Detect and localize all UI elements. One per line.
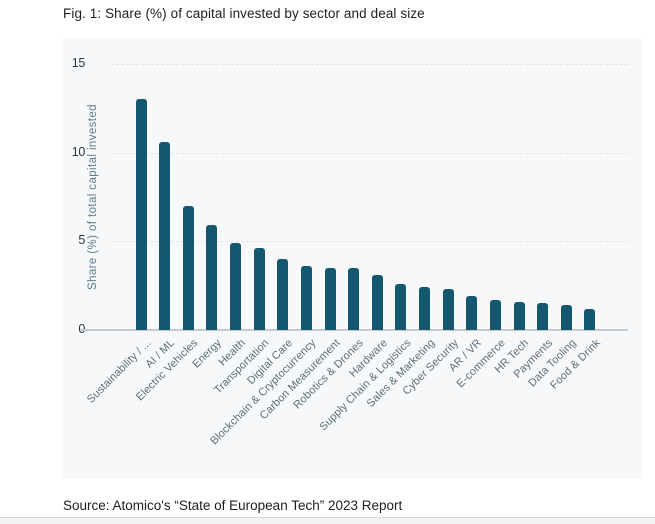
horizontal-scrollbar[interactable]	[0, 517, 655, 524]
bar-sustainability[interactable]	[135, 99, 147, 330]
gridline-10	[111, 152, 628, 154]
bar-cyber-security[interactable]	[442, 289, 454, 330]
figure-title: Fig. 1: Share (%) of capital invested by…	[63, 6, 425, 21]
plot-area: 051015Sustainability / ...AI / MLElectri…	[63, 38, 642, 479]
bar-carbon-measurement[interactable]	[324, 267, 336, 330]
gridline-15	[111, 64, 628, 65]
bar-food-drink[interactable]	[584, 308, 596, 330]
y-tick-label-10: 10	[71, 144, 86, 159]
bar-digital-care[interactable]	[277, 259, 289, 330]
bar-sales-marketing[interactable]	[419, 287, 431, 330]
bar-data-tooling[interactable]	[560, 305, 572, 330]
bar-blockchain-cryptocurrency[interactable]	[300, 266, 312, 330]
bar-hardware[interactable]	[371, 275, 383, 330]
y-tick-label-5: 5	[78, 233, 85, 248]
bar-health[interactable]	[230, 243, 242, 330]
bar-ar-vr[interactable]	[466, 296, 478, 330]
bar-hr-tech[interactable]	[513, 301, 525, 330]
y-tick-label-15: 15	[71, 56, 86, 70]
bar-payments[interactable]	[537, 303, 549, 330]
source-caption: Source: Atomico's “State of European Tec…	[63, 498, 403, 513]
bar-transportation[interactable]	[253, 248, 265, 330]
gridline-5	[111, 241, 628, 243]
bar-ai-ml[interactable]	[159, 142, 171, 330]
x-axis-line	[80, 329, 628, 331]
bar-supply-chain-logistics[interactable]	[395, 283, 407, 330]
bar-electric-vehicles[interactable]	[182, 205, 194, 330]
bar-energy[interactable]	[206, 225, 218, 330]
bar-robotics-drones[interactable]	[348, 267, 360, 330]
bar-chart-panel: Share (%) of total capital invested 0510…	[63, 38, 642, 479]
bar-e-commerce[interactable]	[489, 299, 501, 330]
